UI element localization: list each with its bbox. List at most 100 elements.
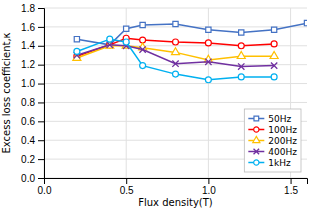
chart: 0.0 0.5 1.0 1.5 0.0 0.2 0.4 0.6 0.8 1.0 1.2 1.4 1.6 1… [0, 0, 319, 210]
x-axis-title: Flux density(T) [138, 197, 213, 208]
marks [73, 20, 307, 82]
point [238, 43, 244, 49]
y-tick: 0.4 [21, 135, 44, 146]
y-tick-label: 1.0 [21, 78, 35, 89]
point [139, 46, 145, 52]
y-tick: 0.6 [21, 116, 44, 127]
y-tick-mark [38, 27, 44, 28]
x-tick: 0.0 [38, 178, 52, 196]
y-tick: 0.0 [21, 173, 44, 184]
legend-label: 1kHz [268, 158, 291, 168]
point [140, 63, 146, 69]
grid [44, 8, 307, 178]
y-tick-label: 1.6 [21, 22, 35, 33]
y-tick: 0.8 [21, 97, 44, 108]
legend-box [244, 109, 301, 172]
y-tick: 1.2 [21, 59, 44, 70]
point [173, 39, 179, 45]
x-tick-mark [126, 178, 127, 184]
grid-line-x [126, 8, 127, 178]
grid-line-y [44, 102, 307, 103]
series-line [77, 39, 274, 80]
plot: 0.0 0.5 1.0 1.5 0.0 0.2 0.4 0.6 0.8 1.0 1.2 1.4 1.6 1… [21, 3, 310, 196]
y-tick-label: 0.6 [21, 116, 35, 127]
y-tick-mark [38, 84, 44, 85]
y-tick-label: 0.2 [21, 154, 35, 165]
series [74, 36, 277, 83]
x-axis-line [45, 179, 308, 185]
point [74, 37, 79, 42]
grid-line-x [208, 8, 209, 178]
point [271, 27, 276, 32]
x-tick-label: 0.5 [120, 185, 134, 196]
point [74, 48, 80, 54]
series [74, 42, 278, 70]
point [173, 21, 178, 26]
y-tick-mark [38, 65, 44, 66]
y-tick-label: 0.4 [21, 135, 35, 146]
legend-item: 1kHz [248, 158, 291, 168]
point [124, 26, 129, 31]
point [107, 36, 113, 42]
legend-swatch-marker [253, 136, 260, 142]
legend-item: 400Hz [248, 147, 297, 157]
legend-swatch-marker [254, 149, 260, 155]
legend: 50Hz100Hz200Hz400Hz1kHz [244, 109, 301, 172]
y-tick: 1.8 [21, 3, 44, 14]
point [237, 52, 245, 59]
y-tick-mark [38, 8, 44, 9]
point [271, 41, 277, 47]
point [173, 71, 179, 77]
point [206, 27, 211, 32]
legend-item: 200Hz [248, 136, 297, 146]
series-line [77, 45, 274, 67]
y-tick-mark [38, 178, 44, 179]
y-tick: 1.0 [21, 78, 44, 89]
x-tick-label: 1.0 [202, 185, 216, 196]
y-tick-mark [38, 121, 44, 122]
point [238, 63, 244, 69]
x-tick-label: 1.5 [284, 185, 298, 196]
x-tick-label: 0.0 [38, 185, 52, 196]
legend-swatch-marker [254, 127, 259, 132]
point [304, 20, 307, 25]
x-tick: 1.0 [202, 178, 216, 196]
legend-label: 200Hz [268, 136, 297, 146]
point [140, 22, 145, 27]
y-tick: 1.4 [21, 40, 44, 51]
y-tick-label: 1.2 [21, 59, 35, 70]
point [271, 62, 277, 68]
legend-item: 100Hz [248, 125, 297, 135]
y-tick-label: 0.0 [21, 173, 35, 184]
legend-swatch-marker [254, 160, 259, 165]
y-tick-label: 1.8 [21, 3, 35, 14]
y-tick-mark [38, 46, 44, 47]
y-tick-mark [38, 140, 44, 141]
y-tick-label: 0.8 [21, 97, 35, 108]
y-axis-title: Excess loss coefficient,κ [1, 32, 12, 153]
series [74, 20, 307, 47]
point [172, 61, 178, 67]
series [73, 41, 278, 62]
y-axis-line [38, 9, 45, 179]
point [205, 59, 211, 65]
point [270, 52, 278, 59]
point [271, 74, 277, 80]
x-axis: 0.0 0.5 1.0 1.5 [38, 178, 308, 196]
grid-line-y [44, 83, 307, 84]
y-tick: 1.6 [21, 22, 44, 33]
y-tick-mark [38, 102, 44, 103]
y-tick-label: 1.4 [21, 40, 35, 51]
point [123, 39, 129, 45]
x-tick: 0.5 [120, 178, 134, 196]
point [171, 48, 179, 55]
point [238, 74, 244, 80]
legend-label: 100Hz [268, 125, 297, 135]
legend-label: 400Hz [268, 147, 297, 157]
grid-line-y [44, 8, 307, 9]
y-axis: 0.0 0.2 0.4 0.6 0.8 1.0 1.2 1.4 1.6 1.8 [21, 3, 44, 184]
x-tick-mark [208, 178, 209, 184]
point [205, 40, 211, 46]
x-tick-mark [291, 178, 292, 184]
y-tick: 0.2 [21, 154, 44, 165]
